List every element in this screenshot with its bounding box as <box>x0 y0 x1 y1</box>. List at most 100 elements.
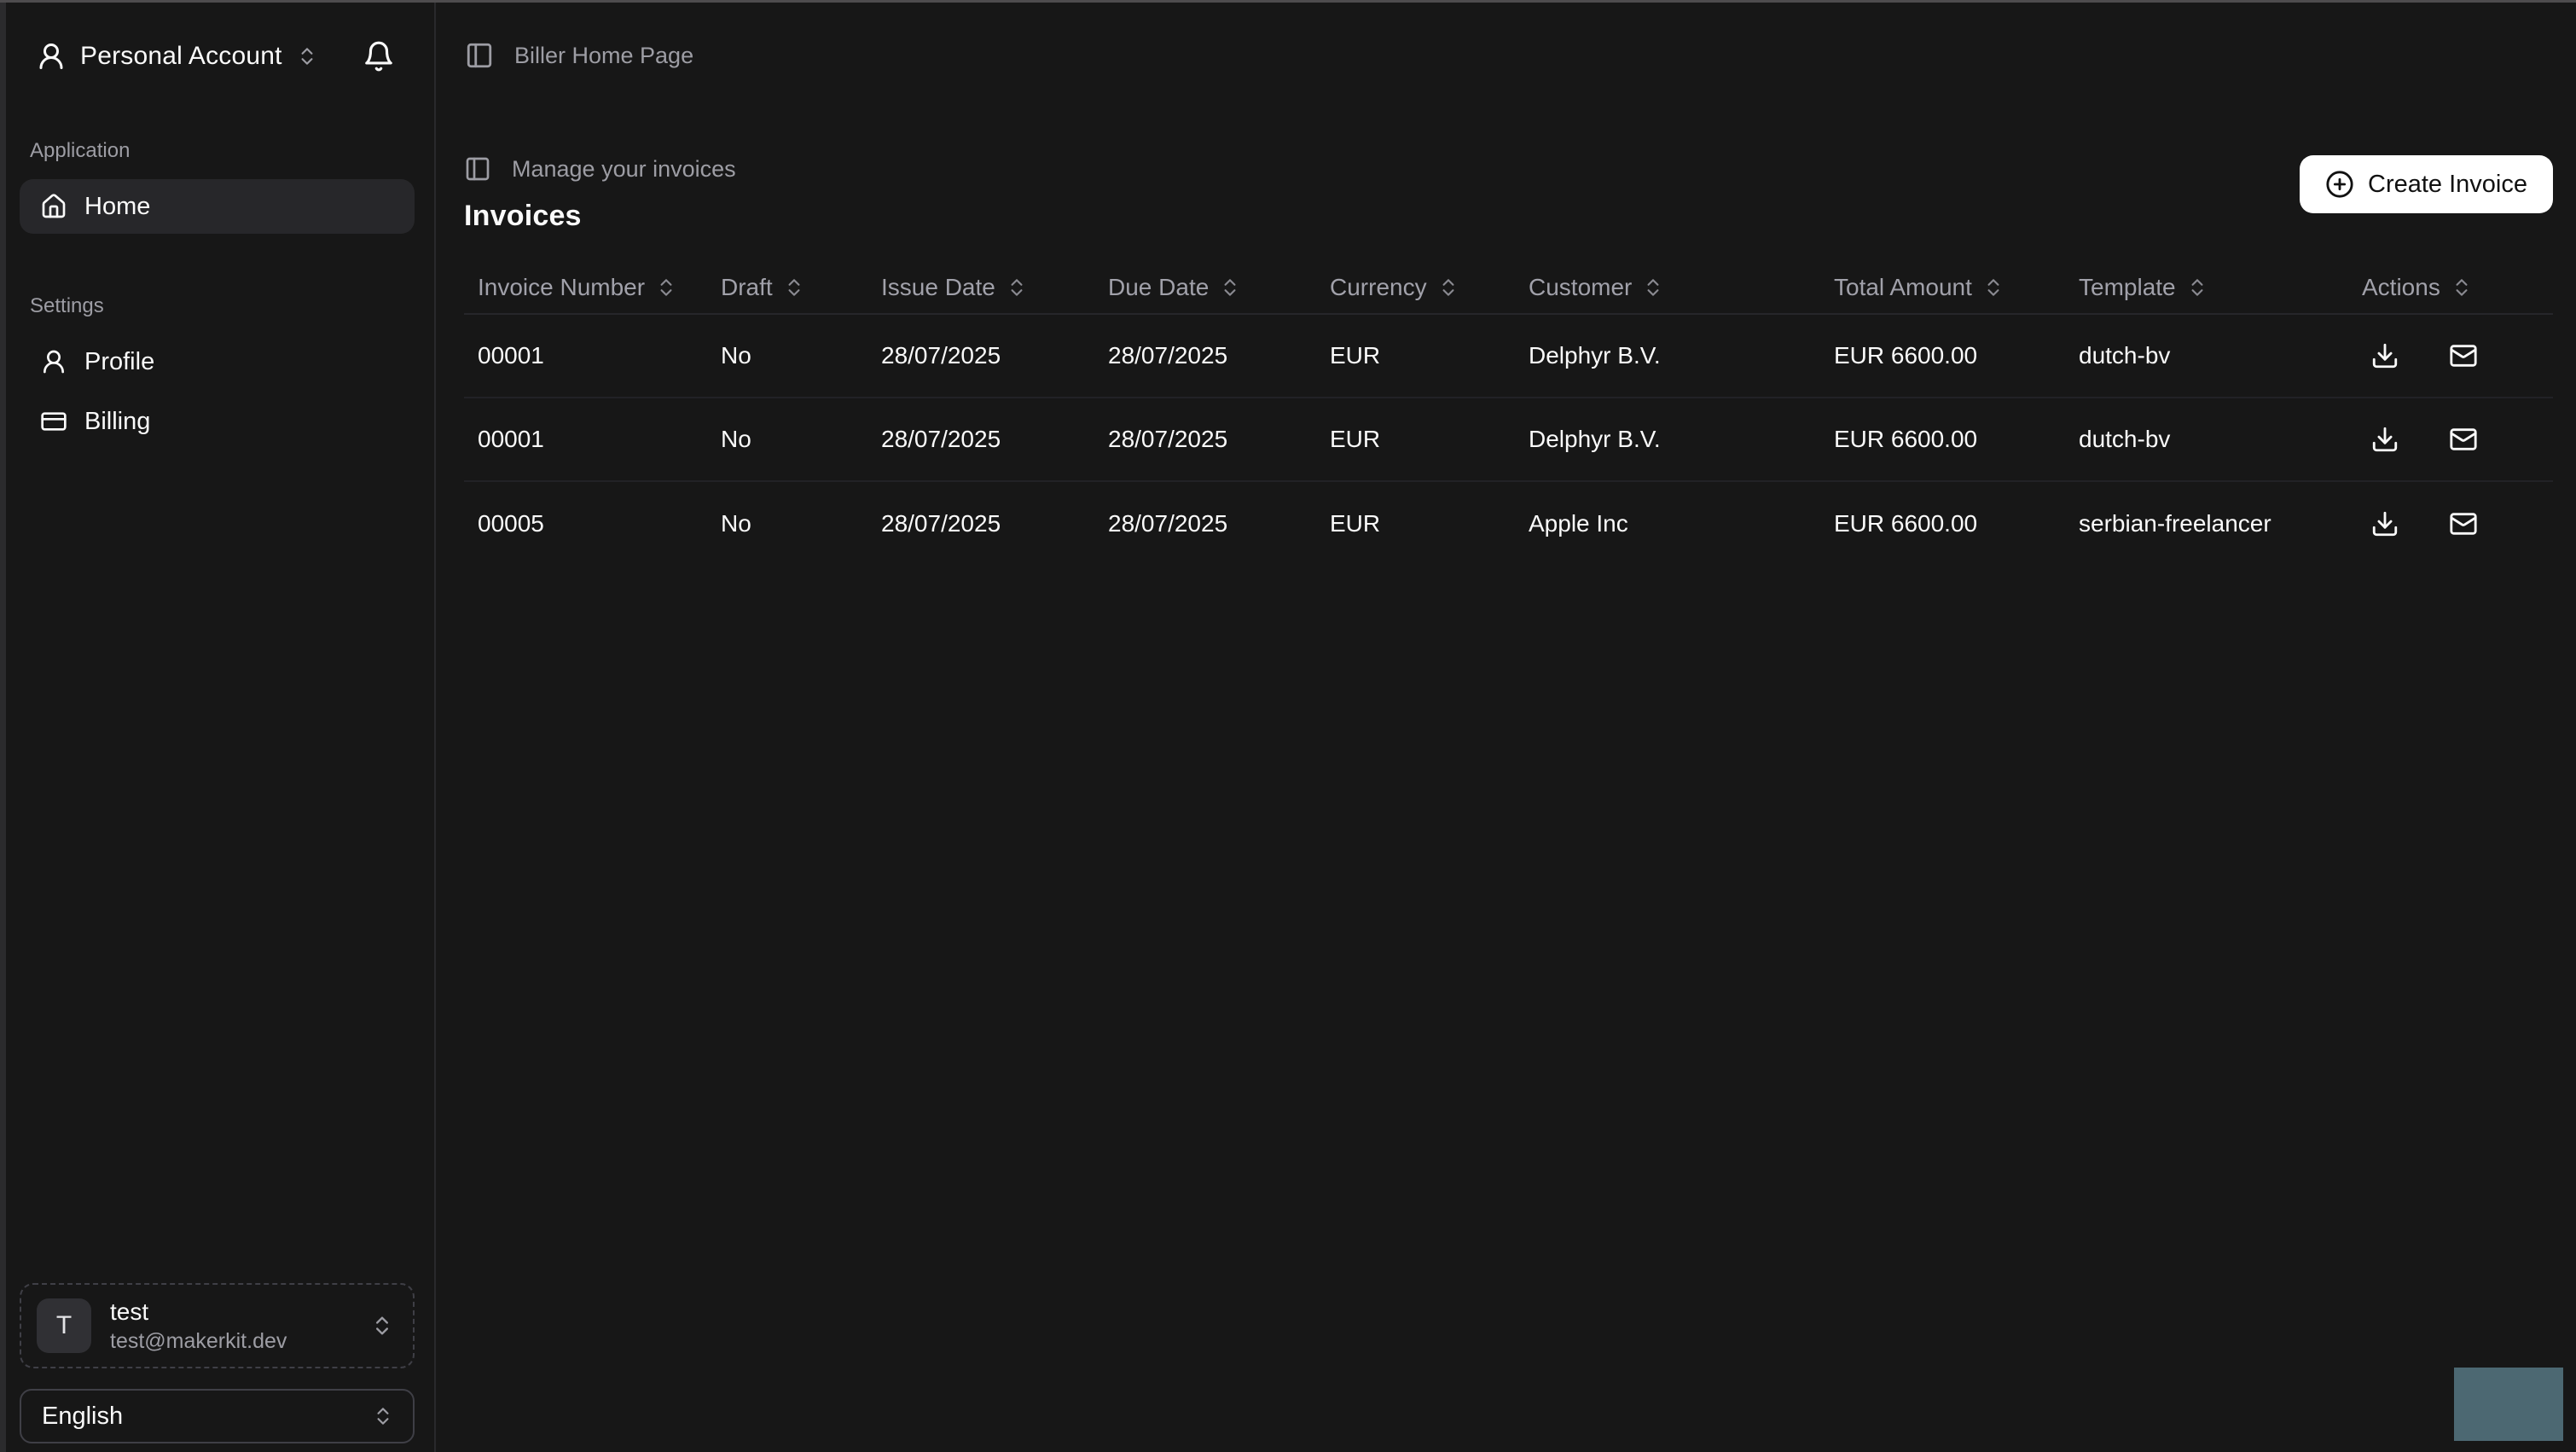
invoices-table: Invoice Number Draft Issue Date Due Date… <box>464 261 2553 565</box>
row-actions <box>2362 341 2546 370</box>
avatar: T <box>37 1298 91 1353</box>
account-switcher-label: Personal Account <box>80 42 282 70</box>
column-header-currency[interactable]: Currency <box>1330 274 1508 301</box>
create-invoice-button[interactable]: Create Invoice <box>2300 155 2553 213</box>
user-email: test@makerkit.dev <box>110 1328 287 1353</box>
column-header-customer[interactable]: Customer <box>1529 274 1813 301</box>
user-info: test test@makerkit.dev <box>110 1298 351 1353</box>
user-icon <box>40 348 67 375</box>
create-invoice-button-label: Create Invoice <box>2368 170 2527 198</box>
sidebar-item-label: Home <box>84 192 151 220</box>
sidebar-header: Personal Account <box>0 0 434 113</box>
sort-icon <box>1982 276 2005 299</box>
notifications-button[interactable] <box>363 40 395 73</box>
sort-icon <box>2451 276 2473 299</box>
page-subtitle: Manage your invoices <box>512 156 736 182</box>
cell-currency: EUR <box>1316 398 1515 482</box>
cell-template: dutch-bv <box>2065 314 2348 398</box>
invoices-page: Manage your invoices Invoices Create Inv… <box>436 111 2576 565</box>
chevrons-up-down-icon <box>372 1405 394 1427</box>
sidebar-section-label-application: Application <box>30 139 131 162</box>
table-row: 00001 No 28/07/2025 28/07/2025 EUR Delph… <box>464 398 2553 482</box>
cell-draft: No <box>707 398 867 482</box>
column-header-actions[interactable]: Actions <box>2362 274 2546 301</box>
chevrons-up-down-icon <box>296 45 318 67</box>
column-header-draft[interactable]: Draft <box>721 274 861 301</box>
breadcrumb: Biller Home Page <box>514 42 694 68</box>
sort-icon <box>783 276 805 299</box>
topbar: Biller Home Page <box>436 0 2576 111</box>
avatar-initial: T <box>55 1311 73 1339</box>
chevrons-up-down-icon <box>370 1314 394 1338</box>
cell-draft: No <box>707 314 867 398</box>
mail-icon <box>2449 341 2478 370</box>
language-select[interactable]: English <box>20 1389 415 1443</box>
column-header-template[interactable]: Template <box>2079 274 2341 301</box>
row-actions <box>2362 509 2546 538</box>
bell-icon <box>363 40 395 73</box>
email-invoice-button[interactable] <box>2449 509 2478 538</box>
cell-issue-date: 28/07/2025 <box>867 314 1094 398</box>
page-header: Manage your invoices Invoices Create Inv… <box>464 154 2553 234</box>
download-invoice-button[interactable] <box>2370 425 2399 454</box>
sidebar-item-billing[interactable]: Billing <box>20 394 415 449</box>
column-header-issue-date[interactable]: Issue Date <box>881 274 1088 301</box>
sidebar-item-label: Billing <box>84 407 151 435</box>
language-select-value: English <box>42 1402 124 1430</box>
page-titles: Manage your invoices Invoices <box>464 154 736 234</box>
circle-plus-icon <box>2325 170 2354 199</box>
cell-due-date: 28/07/2025 <box>1108 509 1228 537</box>
cell-currency: EUR <box>1330 509 1381 537</box>
download-invoice-button[interactable] <box>2370 341 2399 370</box>
mail-icon <box>2449 509 2478 538</box>
row-actions <box>2362 425 2546 454</box>
main-content: Biller Home Page Manage your invoices In… <box>436 0 2576 1452</box>
cell-template: dutch-bv <box>2065 398 2348 482</box>
cell-issue-date: 28/07/2025 <box>881 509 1001 537</box>
cell-due-date: 28/07/2025 <box>1094 314 1316 398</box>
sort-icon <box>1437 276 1459 299</box>
cell-draft: No <box>721 509 751 537</box>
cell-invoice-number: 00001 <box>464 398 707 482</box>
cell-customer: Apple Inc <box>1529 509 1628 537</box>
sidebar-item-home[interactable]: Home <box>20 179 415 234</box>
sort-icon <box>1219 276 1241 299</box>
sort-icon <box>1006 276 1028 299</box>
window-left-edge <box>0 3 6 1452</box>
download-icon <box>2370 509 2399 538</box>
sort-icon <box>2186 276 2208 299</box>
download-icon <box>2370 341 2399 370</box>
cell-customer: Delphyr B.V. <box>1515 314 1820 398</box>
account-switcher[interactable]: Personal Account <box>36 41 318 72</box>
page-title: Invoices <box>464 200 582 232</box>
window-top-edge <box>0 0 2576 3</box>
cell-customer: Delphyr B.V. <box>1515 398 1820 482</box>
user-name: test <box>110 1298 149 1325</box>
mail-icon <box>2449 425 2478 454</box>
cell-total-amount: EUR 6600.00 <box>1834 509 1978 537</box>
cell-invoice-number: 00001 <box>464 314 707 398</box>
cell-currency: EUR <box>1316 314 1515 398</box>
column-header-invoice-number[interactable]: Invoice Number <box>478 274 700 301</box>
column-header-total-amount[interactable]: Total Amount <box>1834 274 2058 301</box>
table-header-row: Invoice Number Draft Issue Date Due Date… <box>464 261 2553 315</box>
sort-icon <box>1642 276 1664 299</box>
user-round-icon <box>36 41 67 72</box>
overlay-rectangle <box>2454 1368 2563 1441</box>
user-menu[interactable]: T test test@makerkit.dev <box>20 1283 415 1368</box>
download-icon <box>2370 425 2399 454</box>
panel-left-icon[interactable] <box>465 41 494 70</box>
sidebar-item-profile[interactable]: Profile <box>20 334 415 389</box>
table-row: 00001 No 28/07/2025 28/07/2025 EUR Delph… <box>464 314 2553 398</box>
download-invoice-button[interactable] <box>2370 509 2399 538</box>
sidebar-nav: Application Home Settings Profile Billin… <box>0 113 434 1283</box>
sort-icon <box>655 276 677 299</box>
cell-total-amount: EUR 6600.00 <box>1820 314 2065 398</box>
email-invoice-button[interactable] <box>2449 341 2478 370</box>
column-header-due-date[interactable]: Due Date <box>1108 274 1309 301</box>
house-icon <box>40 193 67 220</box>
email-invoice-button[interactable] <box>2449 425 2478 454</box>
cell-total-amount: EUR 6600.00 <box>1820 398 2065 482</box>
cell-due-date: 28/07/2025 <box>1094 398 1316 482</box>
